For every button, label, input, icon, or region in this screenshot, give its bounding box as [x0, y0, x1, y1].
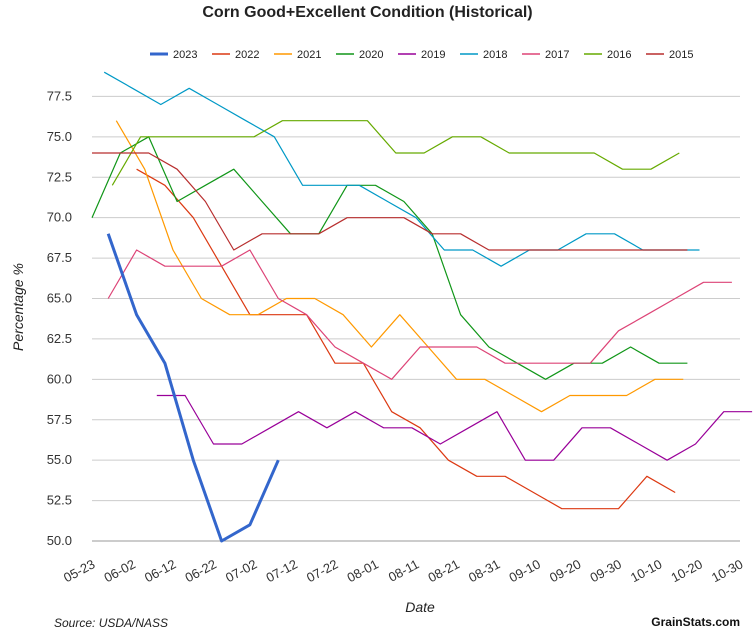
- x-tick-label: 08-11: [386, 556, 422, 584]
- gridlines: [92, 95, 740, 542]
- legend-label-2016: 2016: [607, 49, 631, 61]
- y-tick-label: 67.5: [47, 250, 72, 265]
- x-tick-label: 08-31: [466, 556, 502, 585]
- legend: 2023 2022 2021 2020 2019 2018 2017 2016 2015: [150, 49, 693, 61]
- series-line-2019: [156, 394, 753, 461]
- brand-label: GrainStats.com: [651, 615, 740, 629]
- x-axis-label: Date: [405, 599, 435, 615]
- y-tick-label: 52.5: [47, 493, 72, 508]
- y-axis-ticks: 50.0 52.5 55.0 57.5 60.0 62.5 65.0 67.5 70.0 72.5…: [47, 88, 72, 548]
- series-lines: [91, 71, 753, 543]
- legend-label-2018: 2018: [483, 49, 507, 61]
- x-tick-label: 10-10: [628, 556, 664, 585]
- y-tick-label: 62.5: [47, 331, 72, 346]
- y-tick-label: 72.5: [47, 169, 72, 184]
- x-tick-label: 10-20: [669, 556, 705, 585]
- legend-label-2015: 2015: [669, 49, 693, 61]
- series-line-2015: [92, 152, 688, 251]
- x-tick-label: 09-20: [547, 556, 583, 585]
- series-line-2018: [103, 71, 700, 267]
- legend-label-2022: 2022: [235, 49, 259, 61]
- legend-label-2020: 2020: [359, 49, 383, 61]
- series-line-2016: [111, 120, 680, 186]
- series-line-2022: [136, 168, 676, 510]
- x-tick-label: 08-21: [426, 556, 462, 585]
- x-tick-label: 06-02: [102, 556, 138, 585]
- legend-label-2021: 2021: [297, 49, 321, 61]
- y-tick-label: 57.5: [47, 412, 72, 427]
- x-tick-label: 07-02: [223, 556, 259, 585]
- x-axis-ticks: 05-23 06-02 06-12 06-22 07-02 07-12 07-22 08-01…: [61, 556, 745, 585]
- x-tick-label: 06-22: [183, 556, 219, 585]
- x-tick-label: 07-12: [264, 556, 300, 585]
- x-tick-label: 06-12: [142, 556, 178, 585]
- x-tick-label: 05-23: [61, 556, 97, 585]
- y-tick-label: 60.0: [47, 371, 72, 386]
- x-tick-label: 09-30: [588, 556, 624, 585]
- series-line-2023: [106, 233, 280, 543]
- y-tick-label: 75.0: [47, 129, 72, 144]
- y-tick-label: 65.0: [47, 291, 72, 306]
- series-line-2017: [107, 249, 732, 380]
- source-note: Source: USDA/NASS: [54, 616, 169, 630]
- legend-label-2019: 2019: [421, 49, 445, 61]
- x-tick-label: 10-30: [709, 556, 745, 585]
- y-tick-label: 55.0: [47, 452, 72, 467]
- series-line-2021: [115, 120, 684, 413]
- x-tick-label: 08-01: [345, 556, 381, 585]
- legend-label-2023: 2023: [173, 49, 197, 61]
- y-tick-label: 50.0: [47, 533, 72, 548]
- y-axis-label: Percentage %: [10, 263, 26, 351]
- x-tick-label: 09-10: [507, 556, 543, 585]
- y-tick-label: 77.5: [47, 88, 72, 103]
- legend-label-2017: 2017: [545, 49, 569, 61]
- y-tick-label: 70.0: [47, 210, 72, 225]
- chart-title: Corn Good+Excellent Condition (Historica…: [202, 4, 533, 21]
- x-tick-label: 07-22: [304, 556, 340, 585]
